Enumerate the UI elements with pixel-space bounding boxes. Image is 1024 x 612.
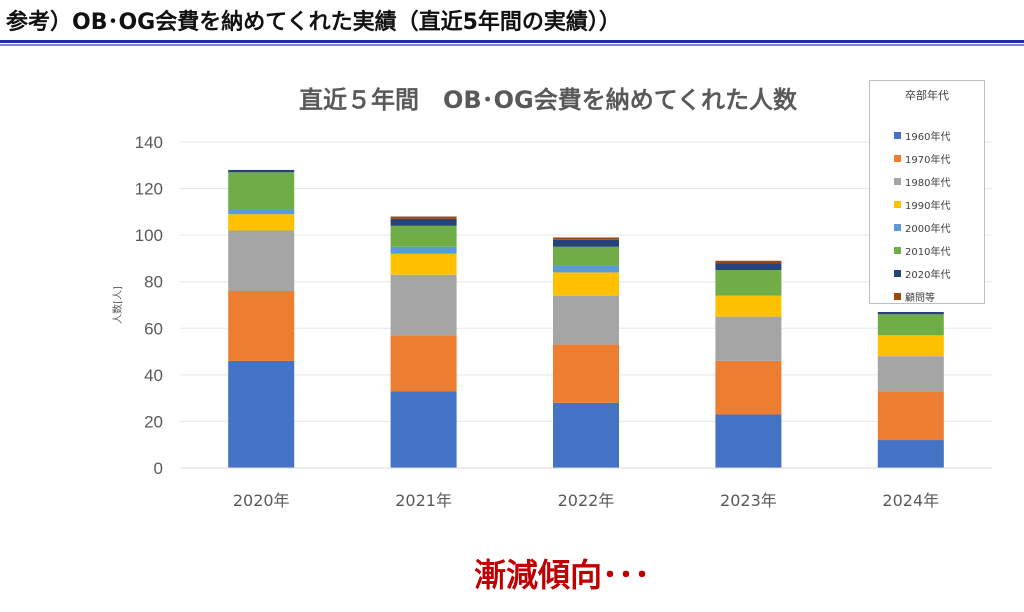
bar-segment [877,356,944,392]
legend-swatch [894,155,901,162]
bar-segment [715,270,782,296]
bar-segment [228,291,295,361]
x-tick-label: 2021年 [395,491,452,510]
legend-item: 顧問等 [894,285,950,308]
bar-segment [553,295,619,345]
x-axis-labels: 2020年 2021年 2022年 2023年 2024年 [233,491,939,510]
bar-segment [715,295,782,317]
bar-segment [715,360,782,415]
title-underline-light [0,44,1024,46]
legend-item: 1990年代 [894,193,950,216]
bar-segment [553,272,619,296]
y-tick-label: 80 [144,273,163,292]
bar-segment [553,237,619,240]
slide-title: 参考）OB･OG会費を納めてくれた実績（直近5年間の実績）） [6,10,621,35]
bar-segment [553,239,619,247]
chart-title: 直近５年間 OB･OG会費を納めてくれた人数 [299,86,798,114]
bar-segment [553,265,619,273]
legend-item: 1970年代 [894,147,950,170]
legend-item: 2020年代 [894,262,950,285]
y-tick-label: 0 [154,459,163,478]
legend-label: 2020年代 [905,270,951,281]
legend-item: 2010年代 [894,239,950,262]
bar-segment [390,391,457,468]
legend-label: 1980年代 [905,178,951,189]
bar-segment [877,440,944,468]
bar-segment [877,311,944,315]
x-tick-label: 2023年 [720,491,777,510]
bar-segment [390,216,457,219]
y-tick-label: 100 [135,226,163,245]
legend-items: 1960年代 1970年代 1980年代 1990年代 2000年代 2010年代 2020… [894,124,950,308]
bar-segment [715,260,782,264]
legend-item: 1960年代 [894,124,950,147]
bar-segment [390,253,457,275]
bar-segment [715,263,782,271]
bar-segment [390,274,457,336]
x-tick-label: 2022年 [558,491,615,510]
legend-label: 1970年代 [905,155,951,166]
bar-segment [715,414,782,468]
footer-note: 漸減傾向･･･ [473,556,650,594]
y-axis-ticks: 0 20 40 60 80 100 120 140 [135,133,163,478]
bar-segment [390,335,457,392]
bar-segment [228,214,295,231]
bar-segment [228,169,295,173]
y-tick-label: 60 [144,319,163,338]
bar-segment [877,391,944,441]
bar-segment [390,218,457,226]
legend-swatch [894,201,901,208]
legend-item: 2000年代 [894,216,950,239]
legend-title: 卒部年代 [905,89,949,102]
legend-swatch [894,132,901,139]
x-tick-label: 2020年 [233,491,290,510]
bar-segment [228,172,295,210]
y-tick-label: 140 [135,133,163,152]
bar-segment [553,402,619,468]
legend-label: 2010年代 [905,247,951,258]
bar-segment [553,246,619,266]
bar-segment [553,344,619,403]
y-tick-label: 120 [135,180,163,199]
title-underline [0,40,1024,43]
bar-segment [877,335,944,357]
legend: 卒部年代 1960年代 1970年代 1980年代 1990年代 2000年代 2010年… [869,80,985,304]
bar-segment [877,314,944,336]
legend-swatch [894,178,901,185]
bar-segment [715,316,782,361]
legend-swatch [894,293,901,300]
bar-segment [228,230,295,292]
legend-swatch [894,247,901,254]
bars [228,169,944,468]
bar-segment [228,209,295,215]
legend-swatch [894,224,901,231]
legend-swatch [894,270,901,277]
bar-segment [390,225,457,247]
bar-segment [228,360,295,468]
legend-item: 1980年代 [894,170,950,193]
bar-segment [390,246,457,254]
y-axis-label: 人数[人] [111,286,124,324]
x-tick-label: 2024年 [882,491,939,510]
y-tick-label: 20 [144,412,163,431]
y-tick-label: 40 [144,366,163,385]
legend-label: 2000年代 [905,224,951,235]
legend-label: 1960年代 [905,132,951,143]
legend-label: 顧問等 [905,293,935,304]
legend-label: 1990年代 [905,201,951,212]
